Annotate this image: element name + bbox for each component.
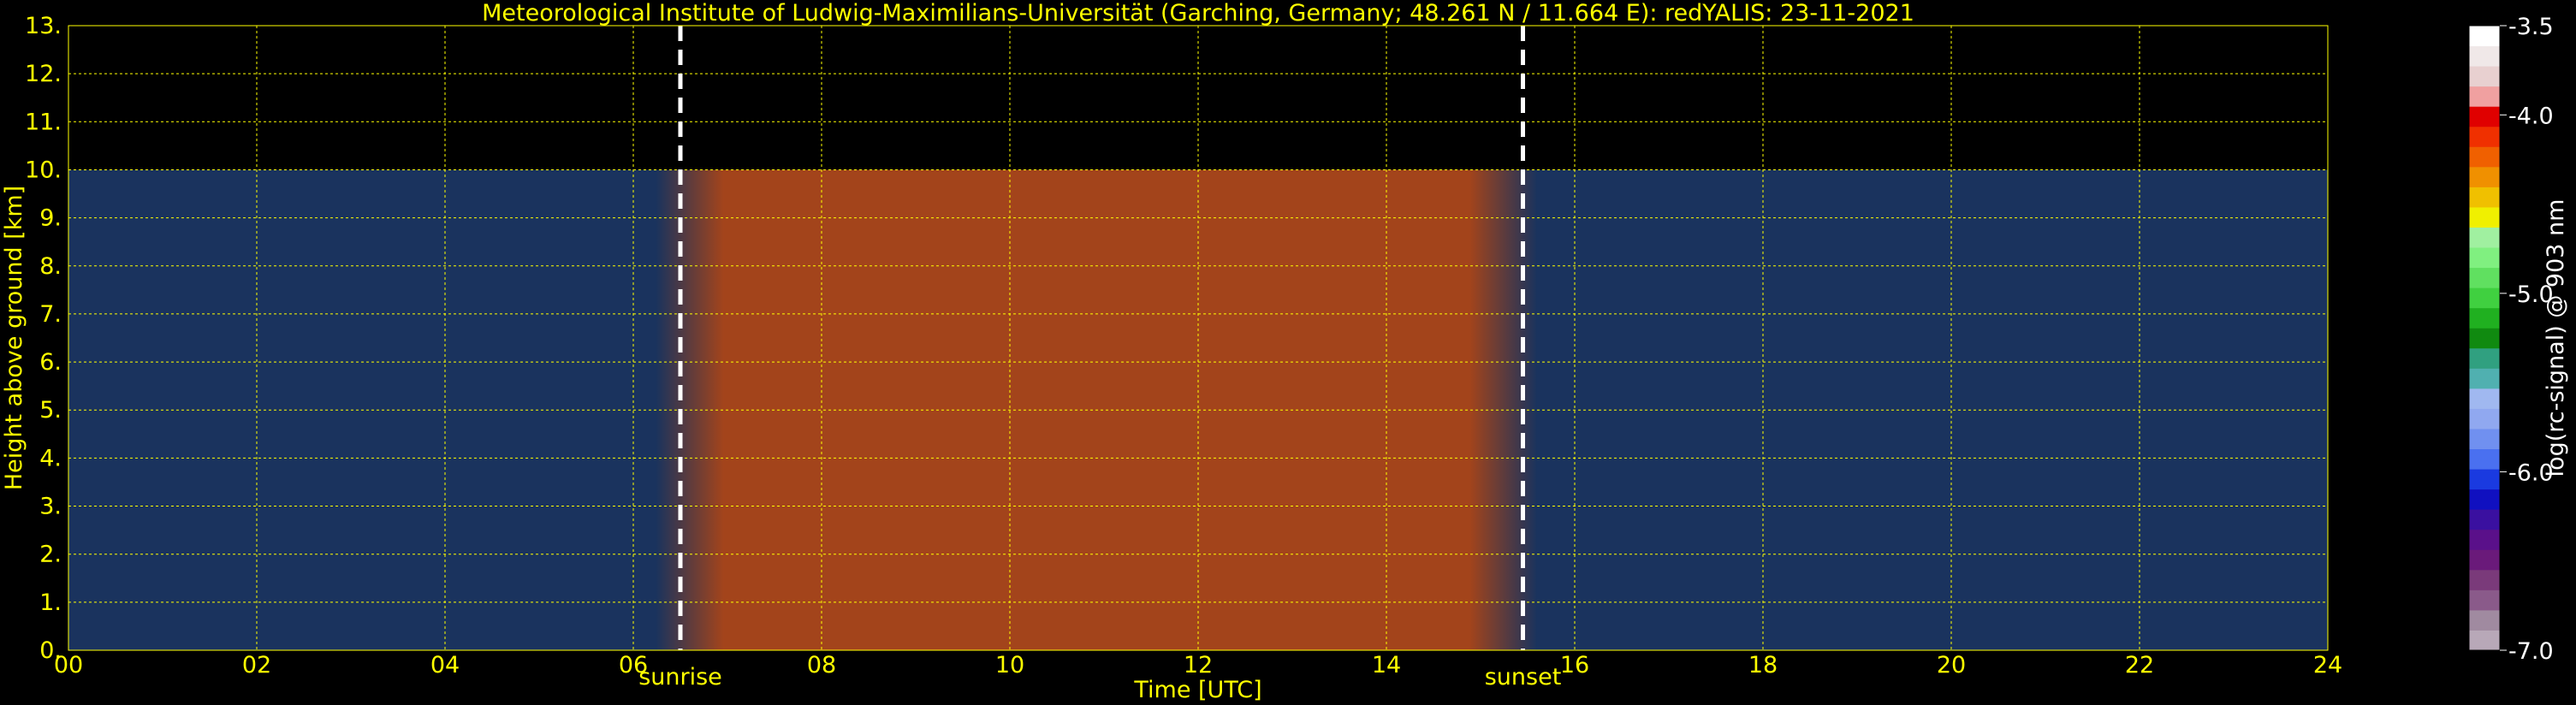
colorbar-segment (2469, 166, 2500, 187)
colorbar-segment (2469, 448, 2500, 470)
colorbar-segment (2469, 428, 2500, 450)
colorbar-segment (2469, 66, 2500, 87)
y-axis-label: Height above ground [km] (1, 186, 27, 490)
colorbar-tick-label: -7.0 (2508, 638, 2554, 665)
event-label: sunset (1485, 664, 1562, 690)
y-tick-label: 9. (39, 205, 62, 232)
colorbar-segment (2469, 489, 2500, 510)
colorbar-segment (2469, 609, 2500, 631)
colorbar-tick-label: -3.5 (2508, 14, 2554, 40)
y-tick-label: 5. (39, 397, 62, 424)
x-tick-label: 22 (2125, 652, 2154, 678)
x-tick-label: 12 (1184, 652, 1213, 678)
x-tick-label: 06 (619, 652, 648, 678)
colorbar-segment (2469, 247, 2500, 269)
colorbar-ticks: -3.5 -4.0 -5.0 -6.0 -7.0 (2500, 14, 2554, 665)
colorbar-segment (2469, 307, 2500, 329)
colorbar-segment (2469, 267, 2500, 288)
x-axis-ticks: 00 02 04 06 08 10 12 14 16 18 20 22 24 (54, 652, 2342, 678)
colorbar-segment (2469, 569, 2500, 590)
colorbar-segment (2469, 388, 2500, 409)
x-tick-label: 18 (1748, 652, 1778, 678)
colorbar-segment (2469, 328, 2500, 349)
y-axis-ticks: 0. 1. 2. 3. 4. 5. 6. 7. 8. 9. 10. 11. 12. 13. (25, 13, 62, 664)
colorbar-segment (2469, 408, 2500, 430)
x-tick-label: 24 (2313, 652, 2342, 678)
y-tick-label: 3. (39, 494, 62, 520)
y-tick-label: 10. (25, 157, 62, 183)
x-tick-label: 14 (1372, 652, 1401, 678)
colorbar-segment (2469, 549, 2500, 571)
y-tick-label: 8. (39, 253, 62, 280)
plot-frame (68, 25, 2329, 651)
plot-area: sunrise sunset (68, 25, 2329, 690)
colorbar-segment (2469, 287, 2500, 309)
event-markers: sunrise sunset (638, 26, 1561, 690)
colorbar-tick-label: -5.0 (2508, 281, 2554, 308)
colorbar-tick-label: -4.0 (2508, 103, 2554, 129)
y-tick-label: 1. (39, 589, 62, 616)
colorbar-segment (2469, 529, 2500, 550)
colorbar-segment (2469, 630, 2500, 651)
colorbar-frame (2468, 25, 2501, 651)
colorbar-segment (2469, 509, 2500, 530)
colorbar-segment (2469, 589, 2500, 611)
colorbar (2468, 25, 2501, 651)
colorbar-segment (2469, 146, 2500, 168)
y-tick-label: 7. (39, 301, 62, 328)
chart-title: Meteorological Institute of Ludwig-Maxim… (482, 0, 1914, 27)
event-label: sunrise (638, 664, 722, 690)
x-tick-label: 16 (1560, 652, 1589, 678)
y-tick-label: 0. (39, 637, 62, 664)
colorbar-segment (2469, 206, 2500, 228)
colorbar-segment (2469, 26, 2500, 47)
y-tick-label: 11. (25, 109, 62, 135)
colorbar-segment (2469, 469, 2500, 490)
y-tick-label: 4. (39, 445, 62, 471)
x-tick-label: 02 (242, 652, 271, 678)
colorbar-segment (2469, 86, 2500, 107)
colorbar-tick-label: -6.0 (2508, 459, 2554, 486)
colorbar-label: log(rc-signal) @ 903 nm (2543, 199, 2569, 477)
y-tick-label: 6. (39, 349, 62, 376)
x-tick-label: 00 (54, 652, 83, 678)
y-tick-label: 2. (39, 542, 62, 568)
colorbar-segment (2469, 227, 2500, 248)
y-tick-label: 13. (25, 13, 62, 39)
colorbar-segment (2469, 187, 2500, 208)
x-tick-label: 20 (1937, 652, 1966, 678)
colorbar-segment (2469, 347, 2500, 369)
y-tick-label: 12. (25, 61, 62, 87)
colorbar-segment (2469, 106, 2500, 127)
x-axis-label: Time [UTC] (1133, 677, 1261, 703)
grid (68, 25, 2329, 651)
x-tick-label: 08 (807, 652, 836, 678)
colorbar-segment (2469, 368, 2500, 389)
colorbar-segment (2469, 126, 2500, 147)
x-tick-label: 10 (995, 652, 1024, 678)
colorbar-segment (2469, 45, 2500, 67)
x-tick-label: 04 (430, 652, 460, 678)
